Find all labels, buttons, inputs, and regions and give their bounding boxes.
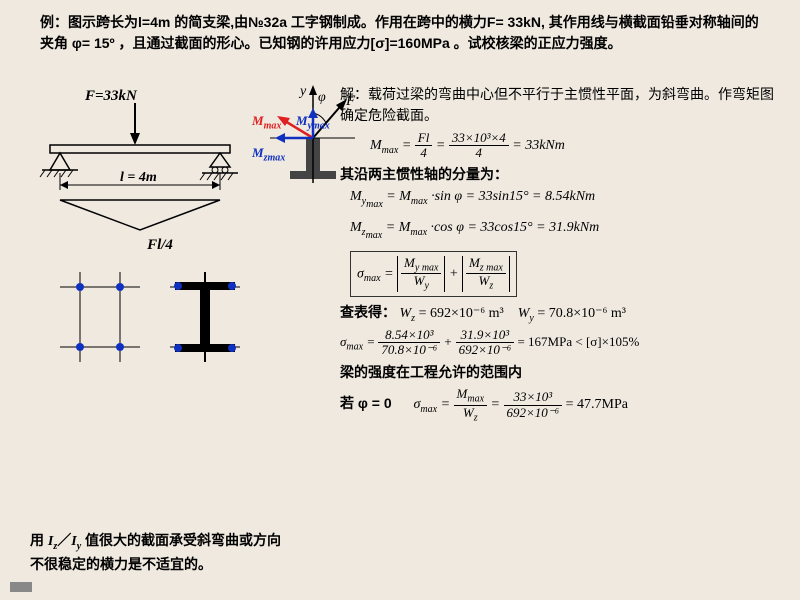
eq-sigma-formula: σmax = My maxWy + Mz maxWz xyxy=(350,251,780,297)
components-heading: 其沿两主惯性轴的分量为： xyxy=(340,165,780,185)
solution-intro: 解：载荷过梁的弯曲中心但不平行于主惯性平面，为斜弯曲。作弯矩图确定危险截面。 xyxy=(340,85,780,127)
force-label: F=33kN xyxy=(84,88,138,104)
conclusion: 梁的强度在工程允许的范围内 xyxy=(340,363,780,383)
eq-sigma-calc: σmax = 8.54×10³70.8×10⁻⁶ + 31.9×10³692×1… xyxy=(340,328,780,358)
moment-peak-label: Fl/4 xyxy=(30,237,290,254)
phi-label: φ xyxy=(318,90,326,105)
eq-Mz: Mzmax = Mmax ·cos φ = 33cos15° = 31.9kNm xyxy=(350,218,780,243)
lookup-line: 查表得： Wz = 692×10⁻⁶ m³ Wy = 70.8×10⁻⁶ m³ xyxy=(340,303,780,326)
Mzmax-vector-label: Mzmax xyxy=(252,145,285,164)
cross-sections xyxy=(30,262,290,382)
y-axis-label: y xyxy=(298,84,307,99)
eq-Mmax: Mmax = Fl4 = 33×10³×44 = 33kNm xyxy=(370,131,780,161)
solution-area: 解：载荷过梁的弯曲中心但不平行于主惯性平面，为斜弯曲。作弯矩图确定危险截面。 M… xyxy=(340,85,780,423)
footer-note: 用 Iz／Iy 值很大的截面承受斜弯曲或方向不很稳定的横力是不适宜的。 xyxy=(30,530,290,575)
problem-text: 例：图示跨长为l=4m 的简支梁,由№32a 工字钢制成。作用在跨中的横力F= … xyxy=(40,14,759,51)
Mmax-vector-label: Mmax xyxy=(252,113,281,132)
if-zero-line: 若 φ = 0 σmax = MmaxWz = 33×10³692×10⁻⁶ =… xyxy=(340,387,780,423)
Mymax-vector-label: Mymax xyxy=(296,113,330,132)
problem-statement: 例：图示跨长为l=4m 的简支梁,由№32a 工字钢制成。作用在跨中的横力F= … xyxy=(40,12,770,54)
corner-decoration xyxy=(10,582,32,592)
eq-My: Mymax = Mmax ·sin φ = 33sin15° = 8.54kNm xyxy=(350,187,780,212)
span-label: l = 4m xyxy=(120,170,157,185)
